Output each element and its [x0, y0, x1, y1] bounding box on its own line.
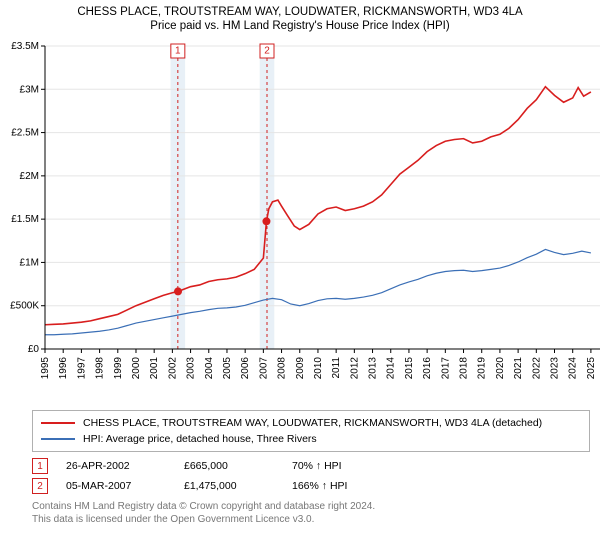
svg-text:2022: 2022: [531, 357, 542, 380]
chart-title-line1: CHESS PLACE, TROUTSTREAM WAY, LOUDWATER,…: [10, 6, 590, 18]
svg-text:2019: 2019: [477, 357, 488, 380]
event-delta: 70% ↑ HPI: [292, 460, 392, 472]
event-price: £1,475,000: [184, 480, 274, 492]
svg-text:2024: 2024: [568, 357, 579, 380]
svg-text:2007: 2007: [258, 357, 269, 380]
svg-text:2011: 2011: [331, 357, 342, 379]
event-marker-icon: 1: [32, 458, 48, 474]
legend-item: CHESS PLACE, TROUTSTREAM WAY, LOUDWATER,…: [41, 415, 581, 431]
svg-text:1999: 1999: [113, 357, 124, 380]
chart-title-line2: Price paid vs. HM Land Registry's House …: [10, 20, 590, 32]
svg-text:2004: 2004: [204, 357, 215, 380]
svg-text:2018: 2018: [459, 357, 470, 380]
svg-text:2006: 2006: [240, 357, 251, 380]
svg-text:2020: 2020: [495, 357, 506, 380]
events: 1 26-APR-2002 £665,000 70% ↑ HPI 2 05-MA…: [32, 456, 590, 496]
svg-text:£2M: £2M: [20, 171, 39, 182]
svg-text:£2.5M: £2.5M: [11, 128, 39, 139]
svg-text:£1.5M: £1.5M: [11, 214, 39, 225]
footer: Contains HM Land Registry data © Crown c…: [32, 500, 590, 526]
svg-text:2005: 2005: [222, 357, 233, 380]
svg-text:£3.5M: £3.5M: [11, 41, 39, 52]
svg-text:2013: 2013: [368, 357, 379, 380]
svg-text:1995: 1995: [40, 357, 51, 380]
svg-text:1997: 1997: [76, 357, 87, 380]
svg-text:2016: 2016: [422, 357, 433, 380]
svg-text:£3M: £3M: [20, 84, 39, 95]
svg-text:2015: 2015: [404, 357, 415, 380]
svg-text:£0: £0: [28, 344, 40, 355]
svg-text:2003: 2003: [186, 357, 197, 380]
event-price: £665,000: [184, 460, 274, 472]
svg-text:1996: 1996: [58, 357, 69, 380]
footer-line2: This data is licensed under the Open Gov…: [32, 513, 590, 526]
svg-text:2002: 2002: [167, 357, 178, 380]
svg-text:2021: 2021: [513, 357, 524, 380]
legend: CHESS PLACE, TROUTSTREAM WAY, LOUDWATER,…: [32, 410, 590, 452]
svg-text:£500K: £500K: [10, 301, 39, 312]
footer-line1: Contains HM Land Registry data © Crown c…: [32, 500, 590, 513]
svg-text:2000: 2000: [131, 357, 142, 380]
event-row: 1 26-APR-2002 £665,000 70% ↑ HPI: [32, 456, 590, 476]
svg-text:2008: 2008: [277, 357, 288, 380]
svg-text:£1M: £1M: [20, 257, 39, 268]
event-date: 05-MAR-2007: [66, 480, 166, 492]
svg-text:2025: 2025: [586, 357, 597, 380]
event-row: 2 05-MAR-2007 £1,475,000 166% ↑ HPI: [32, 476, 590, 496]
svg-text:1998: 1998: [95, 357, 106, 380]
svg-text:1: 1: [175, 46, 181, 57]
legend-item: HPI: Average price, detached house, Thre…: [41, 431, 581, 447]
svg-text:2023: 2023: [550, 357, 561, 380]
svg-text:2009: 2009: [295, 357, 306, 380]
event-delta: 166% ↑ HPI: [292, 480, 392, 492]
svg-text:2: 2: [264, 46, 270, 57]
legend-label: CHESS PLACE, TROUTSTREAM WAY, LOUDWATER,…: [83, 417, 542, 429]
legend-label: HPI: Average price, detached house, Thre…: [83, 433, 317, 445]
legend-swatch: [41, 438, 75, 440]
legend-swatch: [41, 422, 75, 424]
svg-text:2010: 2010: [313, 357, 324, 380]
event-date: 26-APR-2002: [66, 460, 166, 472]
event-marker-icon: 2: [32, 478, 48, 494]
svg-text:2012: 2012: [349, 357, 360, 380]
svg-text:2014: 2014: [386, 357, 397, 380]
chart-area: 1 2 £0 £500K £1M £1.5M £2M £2.5M £3M £3.5M 1995 199…: [0, 34, 600, 404]
svg-text:2017: 2017: [440, 357, 451, 380]
svg-text:2001: 2001: [149, 357, 160, 380]
